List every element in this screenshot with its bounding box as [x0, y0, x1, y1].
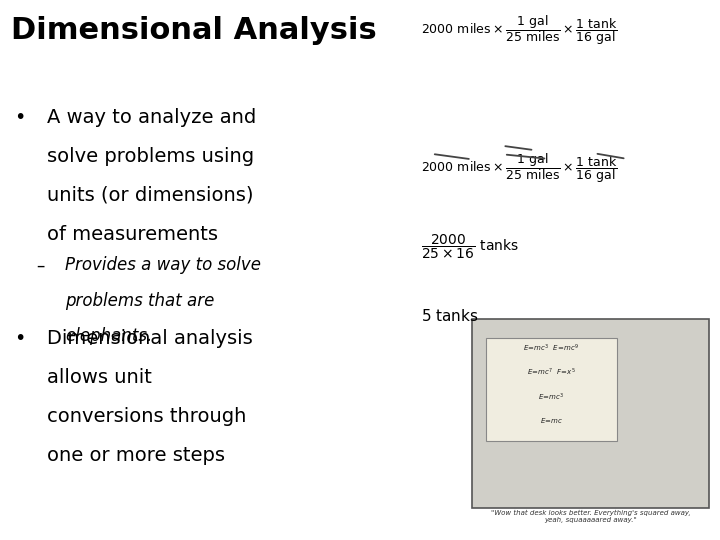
Text: $2000\ \mathrm{miles} \times \dfrac{1\ \mathrm{gal}}{25\ \mathrm{miles}} \times : $2000\ \mathrm{miles} \times \dfrac{1\ \…	[421, 14, 618, 48]
Text: "Wow that desk looks better. Everything's squared away,
yeah, squaaaaared away.": "Wow that desk looks better. Everything'…	[490, 510, 690, 523]
Text: –: –	[36, 256, 45, 274]
Text: •: •	[14, 329, 26, 348]
Text: $5\ \mathrm{tanks}$: $5\ \mathrm{tanks}$	[421, 308, 479, 324]
Text: •: •	[14, 108, 26, 127]
Text: units (or dimensions): units (or dimensions)	[47, 186, 253, 205]
Text: elephants.: elephants.	[65, 327, 152, 345]
Text: $\dfrac{2000}{25 \times 16}\ \mathrm{tanks}$: $\dfrac{2000}{25 \times 16}\ \mathrm{tan…	[421, 232, 519, 260]
FancyBboxPatch shape	[486, 338, 617, 442]
Text: $E\!=\!mc^3$: $E\!=\!mc^3$	[538, 392, 564, 403]
Text: solve problems using: solve problems using	[47, 147, 254, 166]
Text: $2000\ \mathrm{miles} \times \dfrac{1\ \mathrm{gal}}{25\ \mathrm{miles}} \times : $2000\ \mathrm{miles} \times \dfrac{1\ \…	[421, 151, 618, 185]
Text: Dimensional Analysis: Dimensional Analysis	[11, 16, 377, 45]
FancyBboxPatch shape	[472, 319, 709, 508]
Text: A way to analyze and: A way to analyze and	[47, 108, 256, 127]
Text: conversions through: conversions through	[47, 407, 246, 426]
Text: allows unit: allows unit	[47, 368, 152, 387]
Text: problems that are: problems that are	[65, 292, 214, 309]
Text: Dimensional analysis: Dimensional analysis	[47, 329, 253, 348]
Text: $E\!=\!mc^7$  $F\!=\!x^5$: $E\!=\!mc^7$ $F\!=\!x^5$	[527, 367, 576, 379]
Text: one or more steps: one or more steps	[47, 446, 225, 465]
Text: $E\!=\!mc$: $E\!=\!mc$	[540, 416, 563, 425]
Text: of measurements: of measurements	[47, 225, 218, 244]
Text: $E\!=\!mc^3$  $E\!=\!mc^9$: $E\!=\!mc^3$ $E\!=\!mc^9$	[523, 343, 580, 354]
Text: Provides a way to solve: Provides a way to solve	[65, 256, 261, 274]
